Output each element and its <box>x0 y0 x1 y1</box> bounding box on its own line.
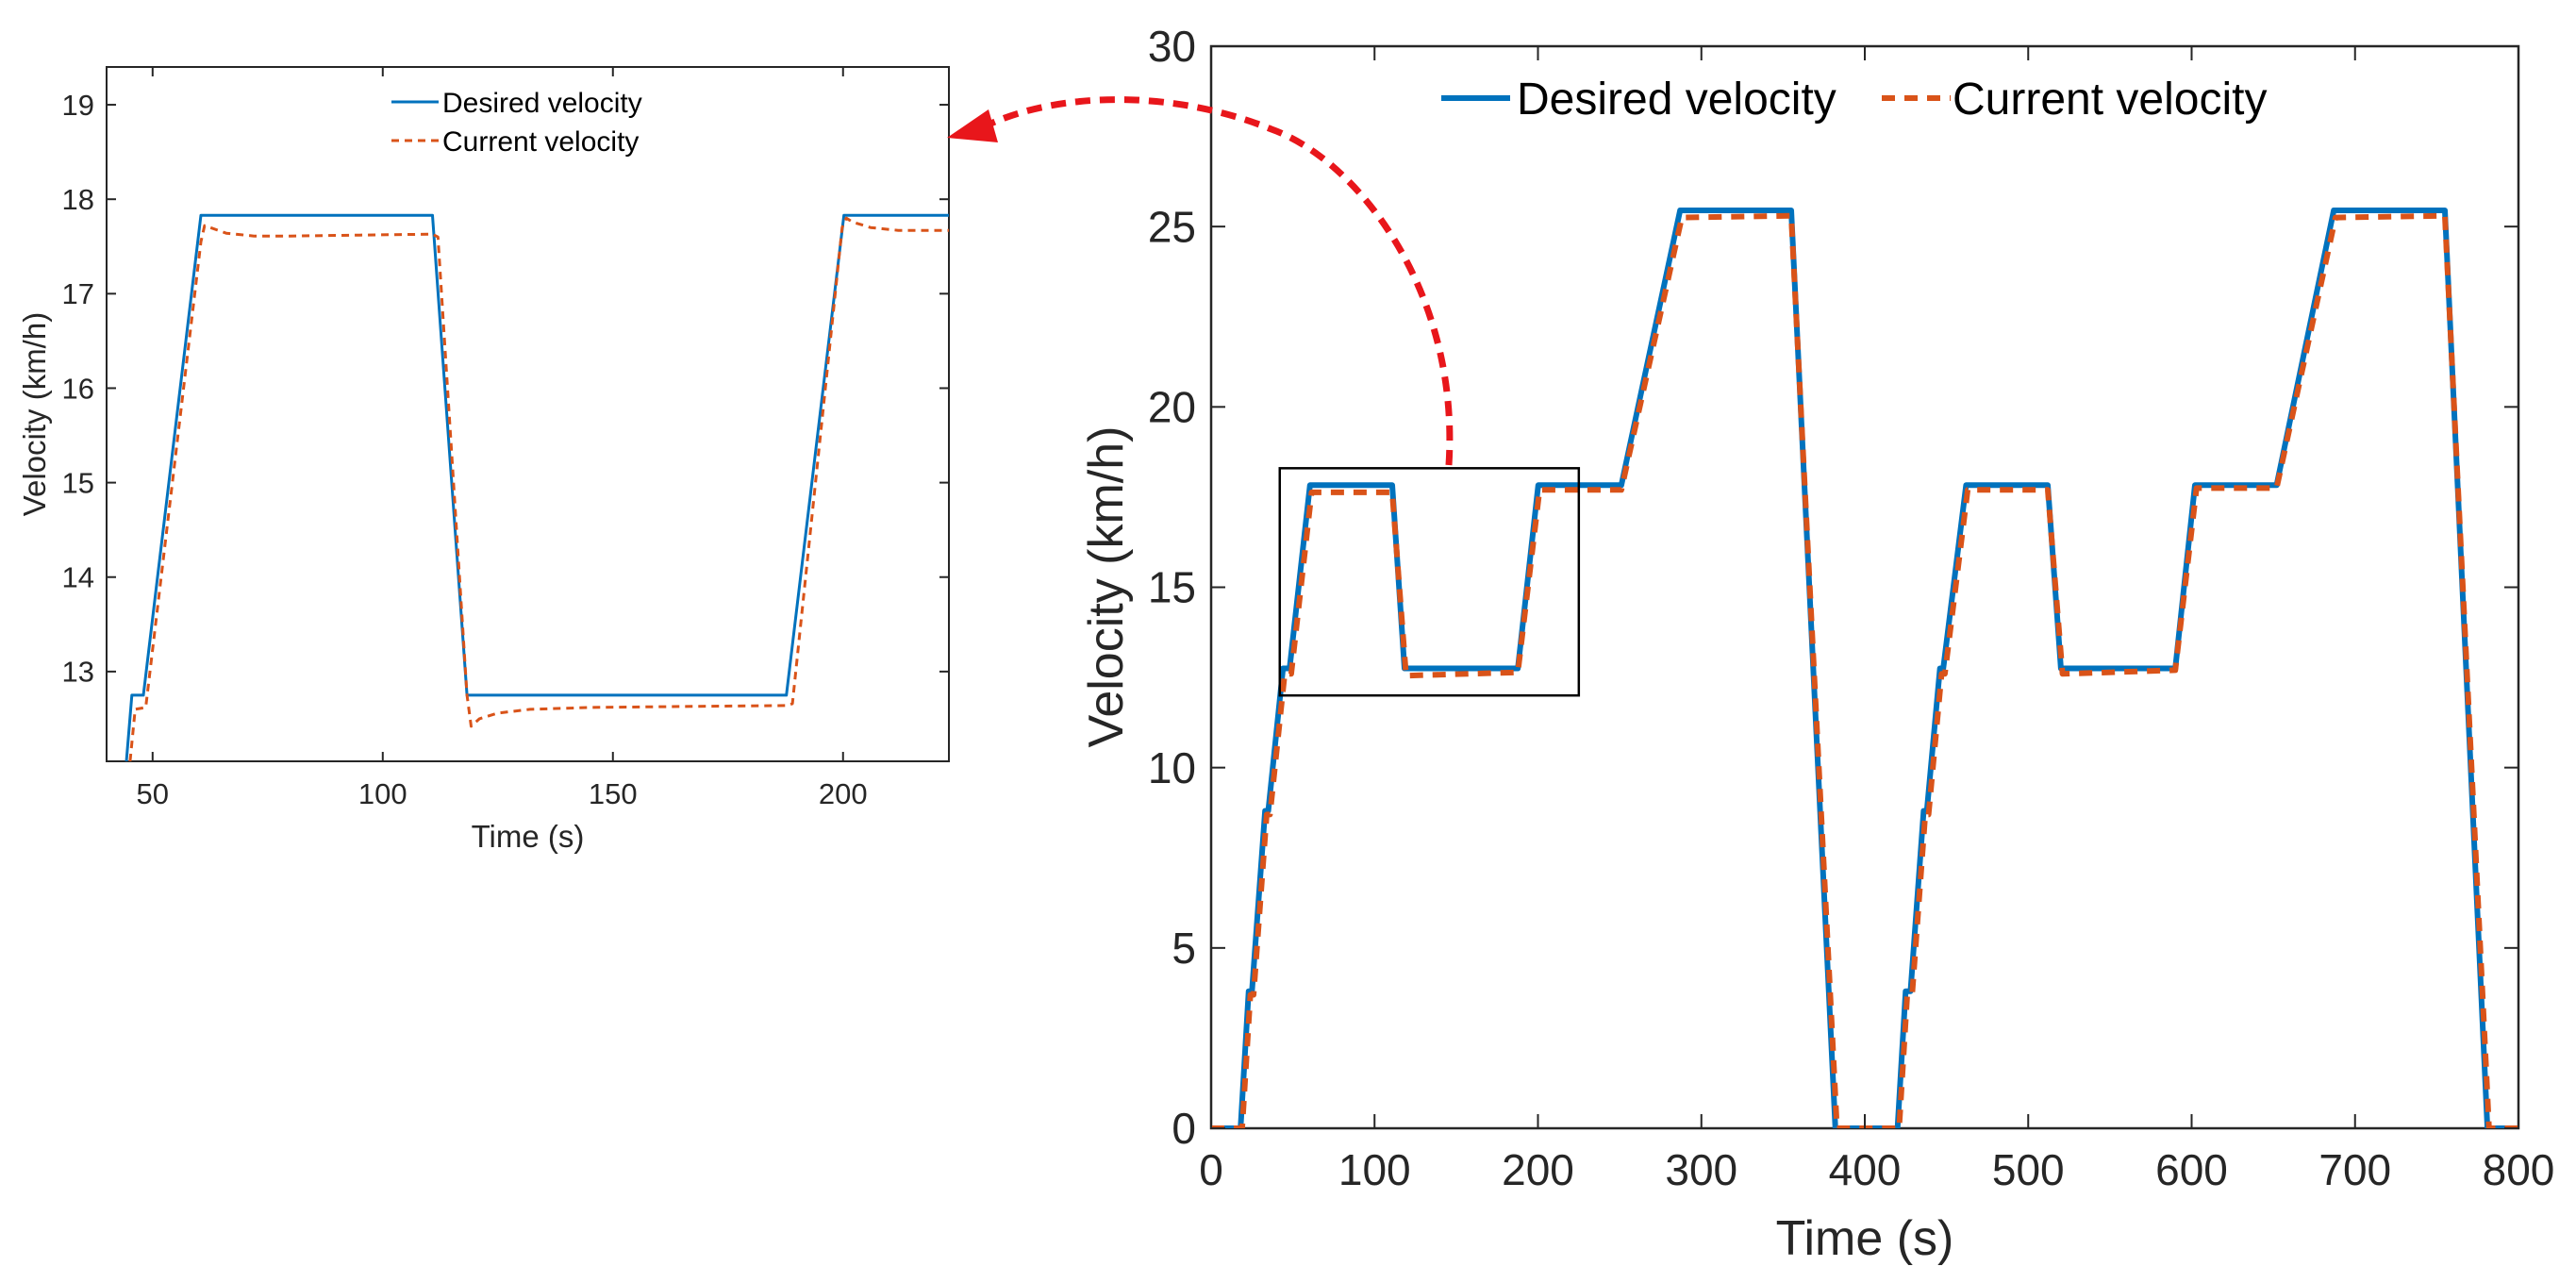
zoom-y-tick-label: 17 <box>62 277 94 310</box>
zoom-x-axis-title: Time (s) <box>472 819 585 854</box>
zoom-connector-arrowhead-icon <box>947 109 998 142</box>
main-tick-layer: 0 100 200 300 400 500 600 700 800 0 5 10 15 20 25 30 <box>1148 22 2555 1194</box>
zoom-legend-label-current: Current velocity <box>442 126 639 158</box>
main-y-tick-label: 15 <box>1148 563 1196 612</box>
zoom-legend-label-desired: Desired velocity <box>442 88 642 119</box>
main-x-tick-label: 700 <box>2318 1145 2391 1194</box>
main-y-tick-label: 25 <box>1148 202 1196 251</box>
zoom-series-layer <box>125 213 949 761</box>
zoom-x-tick-label: 200 <box>819 777 868 810</box>
main-x-tick-label: 200 <box>1502 1145 1574 1194</box>
zoom-tick-layer: 50 100 150 200 13 14 15 16 17 18 19 <box>62 67 949 810</box>
zoom-y-tick-label: 18 <box>62 183 94 216</box>
zoom-y-tick-label: 14 <box>62 561 94 594</box>
zoom-x-tick-label: 150 <box>589 777 638 810</box>
zoom-legend: Desired velocity Current velocity <box>391 88 642 158</box>
zoom-y-tick-label: 16 <box>62 372 94 405</box>
main-x-axis-title: Time (s) <box>1776 1211 1954 1266</box>
zoom-y-tick-label: 13 <box>62 656 94 689</box>
zoom-y-axis-title: Velocity (km/h) <box>17 312 52 516</box>
zoom-plot-area <box>106 66 950 762</box>
zoom-connector-path <box>987 96 1454 466</box>
main-y-tick-label: 10 <box>1148 743 1196 792</box>
zoom-y-tick-label: 15 <box>62 466 94 499</box>
zoom-series-line-desired <box>125 213 949 761</box>
main-x-tick-label: 0 <box>1199 1145 1223 1194</box>
main-y-axis-title: Velocity (km/h) <box>1079 426 1134 748</box>
main-y-tick-label: 0 <box>1172 1104 1196 1153</box>
main-y-tick-label: 20 <box>1148 382 1196 431</box>
zoom-y-tick-label: 19 <box>62 89 94 122</box>
main-x-tick-label: 500 <box>1992 1145 2065 1194</box>
zoom-connector-arrow <box>947 96 1454 466</box>
main-y-tick-label: 30 <box>1148 22 1196 71</box>
main-x-tick-label: 100 <box>1338 1145 1411 1194</box>
main-x-tick-label: 400 <box>1829 1145 1902 1194</box>
main-plot-area <box>1209 44 2520 1130</box>
zoom-x-tick-label: 50 <box>137 777 169 810</box>
main-y-tick-label: 5 <box>1172 924 1196 973</box>
main-x-tick-label: 600 <box>2155 1145 2228 1194</box>
main-legend-label-current: Current velocity <box>1953 75 2267 125</box>
main-legend: Desired velocity Current velocity <box>1441 75 2267 125</box>
main-series-layer <box>1211 208 2518 1128</box>
zoom-region-box <box>1278 467 1581 697</box>
main-x-tick-label: 300 <box>1665 1145 1737 1194</box>
zoom-chart: 50 100 150 200 13 14 15 16 17 18 19 Time (s) Veloc… <box>17 66 950 854</box>
main-x-tick-label: 800 <box>2483 1145 2555 1194</box>
zoom-series-line-current <box>128 216 949 761</box>
main-legend-label-desired: Desired velocity <box>1517 75 1836 125</box>
main-chart: 0 100 200 300 400 500 600 700 800 0 5 10 15 20 25 30 Ti… <box>1079 22 2554 1266</box>
main-series-line-current <box>1211 212 2518 1128</box>
zoom-x-tick-label: 100 <box>358 777 407 810</box>
